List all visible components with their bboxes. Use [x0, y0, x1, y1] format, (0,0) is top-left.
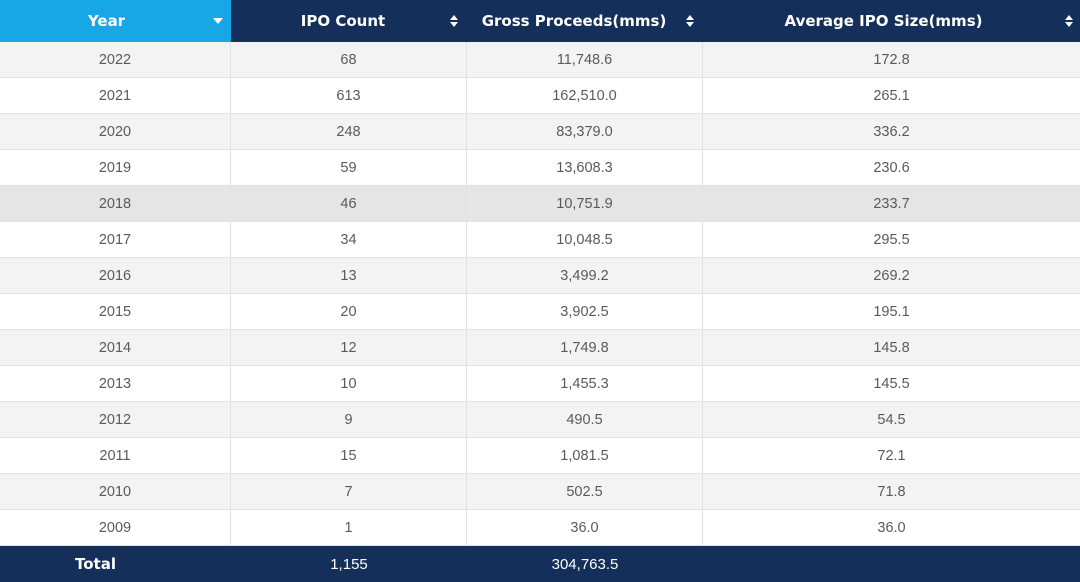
- cell-average-ipo-size: 269.2: [703, 258, 1080, 294]
- column-header-ipo-count[interactable]: IPO Count: [231, 0, 467, 42]
- cell-average-ipo-size: 336.2: [703, 114, 1080, 150]
- cell-gross-proceeds: 10,048.5: [467, 222, 703, 258]
- cell-gross-proceeds: 1,081.5: [467, 438, 703, 474]
- cell-gross-proceeds: 10,751.9: [467, 186, 703, 222]
- footer-total-label: Total: [0, 546, 231, 582]
- cell-ipo-count: 1: [231, 510, 467, 546]
- sort-icon[interactable]: [1062, 13, 1076, 29]
- cell-ipo-count: 12: [231, 330, 467, 366]
- cell-year: 2012: [0, 402, 231, 438]
- footer-total-ipo-count: 1,155: [231, 546, 467, 582]
- column-header-label: Year: [87, 12, 126, 30]
- cell-year: 2015: [0, 294, 231, 330]
- cell-gross-proceeds: 490.5: [467, 402, 703, 438]
- cell-ipo-count: 10: [231, 366, 467, 402]
- cell-ipo-count: 34: [231, 222, 467, 258]
- cell-year: 2010: [0, 474, 231, 510]
- cell-year: 2019: [0, 150, 231, 186]
- column-header-label: Average IPO Size(mms): [784, 12, 983, 30]
- column-header-label: IPO Count: [300, 12, 386, 30]
- cell-gross-proceeds: 1,455.3: [467, 366, 703, 402]
- cell-ipo-count: 15: [231, 438, 467, 474]
- sort-icon[interactable]: [447, 13, 461, 29]
- cell-ipo-count: 20: [231, 294, 467, 330]
- cell-average-ipo-size: 71.8: [703, 474, 1080, 510]
- cell-ipo-count: 59: [231, 150, 467, 186]
- cell-year: 2022: [0, 42, 231, 78]
- cell-average-ipo-size: 145.5: [703, 366, 1080, 402]
- footer-total-average-ipo-size: [703, 546, 1080, 582]
- cell-average-ipo-size: 230.6: [703, 150, 1080, 186]
- cell-average-ipo-size: 72.1: [703, 438, 1080, 474]
- cell-average-ipo-size: 265.1: [703, 78, 1080, 114]
- footer-total-text: Total: [75, 555, 116, 573]
- cell-average-ipo-size: 195.1: [703, 294, 1080, 330]
- footer-total-gross-proceeds: 304,763.5: [467, 546, 703, 582]
- sort-desc-icon[interactable]: [211, 13, 225, 29]
- cell-ipo-count: 248: [231, 114, 467, 150]
- cell-gross-proceeds: 162,510.0: [467, 78, 703, 114]
- cell-average-ipo-size: 54.5: [703, 402, 1080, 438]
- sort-icon[interactable]: [683, 13, 697, 29]
- cell-ipo-count: 7: [231, 474, 467, 510]
- cell-year: 2016: [0, 258, 231, 294]
- cell-year: 2009: [0, 510, 231, 546]
- column-header-gross-proceeds[interactable]: Gross Proceeds(mms): [467, 0, 703, 42]
- cell-ipo-count: 68: [231, 42, 467, 78]
- cell-gross-proceeds: 3,499.2: [467, 258, 703, 294]
- cell-average-ipo-size: 233.7: [703, 186, 1080, 222]
- cell-gross-proceeds: 1,749.8: [467, 330, 703, 366]
- cell-year: 2014: [0, 330, 231, 366]
- column-header-average-ipo-size[interactable]: Average IPO Size(mms): [703, 0, 1080, 42]
- cell-year: 2020: [0, 114, 231, 150]
- cell-ipo-count: 46: [231, 186, 467, 222]
- cell-ipo-count: 13: [231, 258, 467, 294]
- cell-year: 2021: [0, 78, 231, 114]
- cell-gross-proceeds: 502.5: [467, 474, 703, 510]
- cell-gross-proceeds: 11,748.6: [467, 42, 703, 78]
- cell-gross-proceeds: 13,608.3: [467, 150, 703, 186]
- cell-average-ipo-size: 36.0: [703, 510, 1080, 546]
- cell-year: 2017: [0, 222, 231, 258]
- column-header-year[interactable]: Year: [0, 0, 231, 42]
- cell-gross-proceeds: 83,379.0: [467, 114, 703, 150]
- cell-year: 2013: [0, 366, 231, 402]
- column-header-label: Gross Proceeds(mms): [481, 12, 667, 30]
- cell-year: 2018: [0, 186, 231, 222]
- cell-ipo-count: 9: [231, 402, 467, 438]
- cell-ipo-count: 613: [231, 78, 467, 114]
- cell-year: 2011: [0, 438, 231, 474]
- cell-gross-proceeds: 36.0: [467, 510, 703, 546]
- cell-average-ipo-size: 295.5: [703, 222, 1080, 258]
- cell-gross-proceeds: 3,902.5: [467, 294, 703, 330]
- cell-average-ipo-size: 172.8: [703, 42, 1080, 78]
- cell-average-ipo-size: 145.8: [703, 330, 1080, 366]
